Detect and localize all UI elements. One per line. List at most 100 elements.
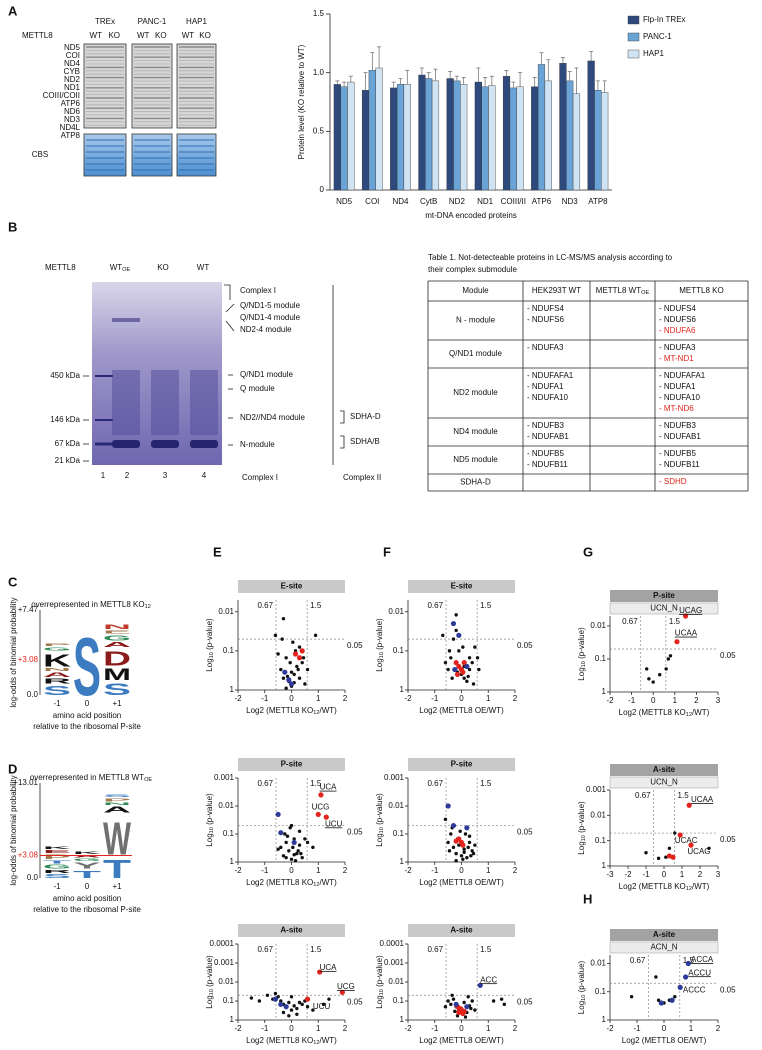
complex-footer: Complex I — [242, 473, 278, 482]
table-cell: - MT-ND6 — [659, 404, 694, 413]
x-tick-label: 0 — [289, 866, 294, 875]
point — [683, 613, 689, 619]
y-tick-label: +13.01 — [13, 778, 38, 787]
logo-letter: K — [73, 851, 102, 855]
y-axis-label-part: (p-value) — [375, 618, 384, 652]
x-tick-label: 2 — [513, 1024, 518, 1033]
point — [669, 997, 675, 1003]
cell-line-label: HAP1 — [186, 17, 207, 26]
logo-letter: T — [73, 869, 102, 881]
point — [339, 989, 345, 995]
point — [321, 1002, 326, 1007]
y-axis-label-part: Log — [205, 995, 214, 1008]
logo-letter: S — [103, 681, 131, 699]
point — [664, 667, 668, 671]
x-axis-label-part: /WT) — [320, 706, 338, 715]
lane-label-part: OE — [122, 267, 130, 273]
x-tick-label: 0 — [459, 866, 464, 875]
lane-number: 2 — [125, 471, 130, 480]
point — [318, 792, 324, 798]
y-axis-label-part: (p-value) — [205, 955, 214, 989]
point — [452, 666, 458, 673]
logo-letter: G — [43, 863, 71, 869]
point — [283, 832, 287, 836]
point — [295, 1012, 299, 1016]
point — [453, 838, 459, 844]
marker-label: 21 kDa — [55, 456, 81, 465]
lane-number: 3 — [163, 471, 168, 480]
y-tick-label: 0.001 — [214, 773, 235, 782]
point — [685, 960, 691, 967]
point — [450, 620, 457, 627]
point — [449, 656, 453, 660]
point-annotation: UCAC — [675, 836, 698, 845]
point — [683, 974, 689, 980]
point — [456, 1009, 462, 1016]
bar — [481, 86, 489, 191]
complex-label: SDHA-D — [350, 412, 381, 421]
point — [462, 1000, 466, 1005]
x-tick-label: -2 — [404, 866, 412, 875]
y-tick-label: +3.08 — [18, 655, 39, 664]
panel-label: C — [8, 574, 18, 589]
point — [286, 677, 292, 683]
subtitle-bar — [609, 602, 719, 615]
point — [447, 849, 452, 853]
point — [499, 997, 504, 1001]
logo-letter: E — [103, 629, 131, 635]
point — [282, 669, 288, 675]
point — [446, 999, 450, 1003]
point — [450, 993, 454, 997]
point — [469, 854, 473, 858]
x-tick-label: -1 — [261, 1024, 269, 1033]
x-axis-label: relative to the ribosomal P-site — [33, 722, 141, 731]
y-tick-label: 0.1 — [393, 646, 405, 655]
x-axis-label: Log2 (METTL8 OE/WT) — [419, 706, 504, 715]
title-bar — [610, 764, 718, 776]
point — [281, 1010, 286, 1015]
point — [654, 975, 658, 979]
ref-label: 0.67 — [635, 791, 651, 800]
gel-band — [112, 318, 140, 322]
bar — [594, 90, 602, 191]
cell-line-label: PANC-1 — [138, 17, 167, 26]
x-tick-label: -1 — [261, 694, 269, 703]
plot-title: E-site — [451, 582, 473, 591]
point — [279, 999, 283, 1003]
logo-letter: G — [43, 646, 71, 652]
y-axis-label-part: 10 — [209, 827, 215, 833]
point — [673, 995, 677, 999]
bar — [333, 84, 341, 191]
table-cell: - NDUFB11 — [527, 460, 568, 469]
point — [296, 667, 300, 672]
ref-label: 1.5 — [310, 945, 322, 954]
y-tick-label: 1 — [602, 1015, 607, 1024]
logo-letter: D — [103, 647, 131, 669]
genotype-label: KO — [108, 31, 120, 40]
point-annotation: UCA — [320, 963, 338, 972]
gel-smear — [112, 370, 140, 435]
point — [304, 996, 311, 1002]
point — [462, 676, 466, 680]
point — [688, 842, 694, 848]
point — [265, 993, 270, 997]
y-tick-label: 0.1 — [595, 836, 607, 845]
point-annotation: UCAG — [687, 847, 710, 856]
x-tick-label: 0 — [289, 694, 294, 703]
point-annotation: ACCA — [691, 955, 714, 964]
point — [301, 656, 306, 660]
point — [473, 645, 477, 649]
lane-label: KO — [157, 263, 169, 272]
x-axis-label-part: 12 — [313, 882, 319, 888]
x-axis-label-part: 12 — [686, 886, 692, 892]
logo-letter: A — [73, 854, 101, 859]
x-axis-label-part: /WT) — [692, 708, 710, 717]
y-axis-label-part: 10 — [581, 835, 587, 841]
y-tick-label: 1 — [230, 685, 235, 694]
point — [285, 834, 290, 838]
point — [477, 982, 483, 988]
logo-title: overrepresented in METTL8 WTOE — [30, 773, 153, 783]
point — [327, 997, 331, 1001]
point — [299, 648, 305, 654]
point — [289, 823, 294, 828]
